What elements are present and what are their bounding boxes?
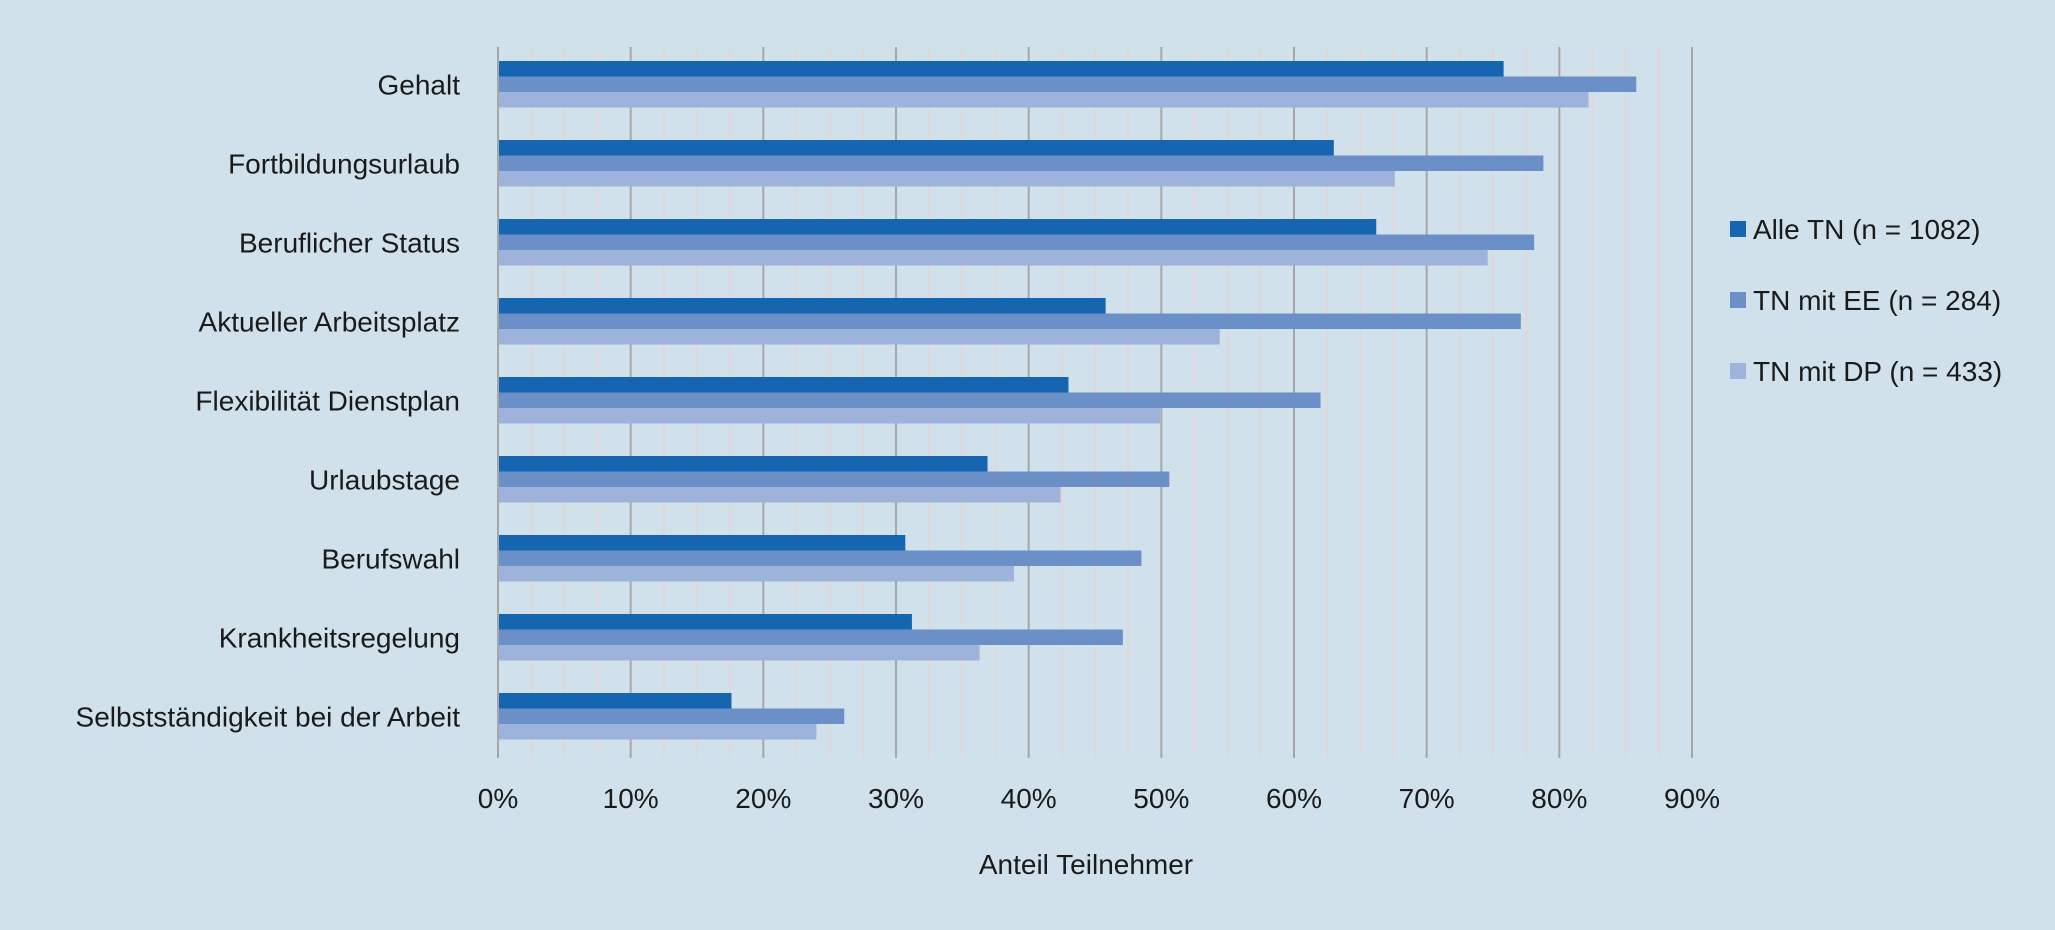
category-label: Aktueller Arbeitsplatz — [199, 306, 460, 337]
bar — [498, 708, 845, 724]
x-tick-label: 80% — [1531, 783, 1587, 814]
x-tick-label: 20% — [735, 783, 791, 814]
bar — [498, 219, 1377, 235]
x-tick-label: 70% — [1399, 783, 1455, 814]
legend-swatch — [1730, 363, 1746, 379]
legend-label: TN mit DP (n = 433) — [1753, 356, 2002, 387]
bar — [498, 724, 817, 740]
bars — [498, 61, 1637, 740]
bar — [498, 329, 1220, 345]
bar — [498, 550, 1142, 566]
category-label: Berufswahl — [321, 543, 460, 574]
x-tick-label: 90% — [1664, 783, 1720, 814]
bar — [498, 566, 1015, 582]
bar — [498, 377, 1069, 393]
x-tick-label: 30% — [868, 783, 924, 814]
bar — [498, 155, 1544, 171]
bar — [498, 629, 1123, 645]
category-label: Krankheitsregelung — [219, 622, 460, 653]
legend: Alle TN (n = 1082) TN mit EE (n = 284) TN … — [1730, 214, 2002, 387]
category-label: Flexibilität Dienstplan — [195, 385, 460, 416]
x-tick-label: 40% — [1001, 783, 1057, 814]
bar — [498, 693, 732, 709]
legend-swatch — [1730, 221, 1746, 237]
bar — [498, 140, 1334, 156]
bar — [498, 614, 912, 630]
x-tick-label: 0% — [478, 783, 518, 814]
bar — [498, 250, 1488, 266]
legend-swatch — [1730, 292, 1746, 308]
x-tick-label: 10% — [603, 783, 659, 814]
category-label: Selbstständigkeit bei der Arbeit — [76, 701, 461, 732]
category-labels: Gehalt Fortbildungsurlaub Beruflicher Stat… — [76, 69, 461, 732]
bar — [498, 471, 1170, 487]
bar — [498, 298, 1106, 314]
bar — [498, 313, 1521, 329]
legend-label: Alle TN (n = 1082) — [1753, 214, 1981, 245]
bar — [498, 408, 1161, 424]
bar — [498, 645, 980, 661]
bar — [498, 392, 1321, 408]
category-label: Gehalt — [378, 69, 461, 100]
bar — [498, 76, 1637, 92]
x-axis: 0% 10% 20% 30% 40% 50% 60% 70% 80% 90% — [478, 47, 1720, 814]
bar — [498, 234, 1535, 250]
bar — [498, 535, 906, 551]
bar — [498, 92, 1589, 108]
legend-label: TN mit EE (n = 284) — [1753, 285, 2001, 316]
bar — [498, 487, 1061, 503]
bar — [498, 456, 988, 472]
category-label: Beruflicher Status — [239, 227, 460, 258]
x-tick-label: 60% — [1266, 783, 1322, 814]
category-label: Fortbildungsurlaub — [228, 148, 460, 179]
bar — [498, 171, 1395, 187]
x-tick-label: 50% — [1133, 783, 1189, 814]
category-label: Urlaubstage — [309, 464, 460, 495]
x-axis-title: Anteil Teilnehmer — [979, 849, 1193, 880]
bar — [498, 61, 1504, 77]
